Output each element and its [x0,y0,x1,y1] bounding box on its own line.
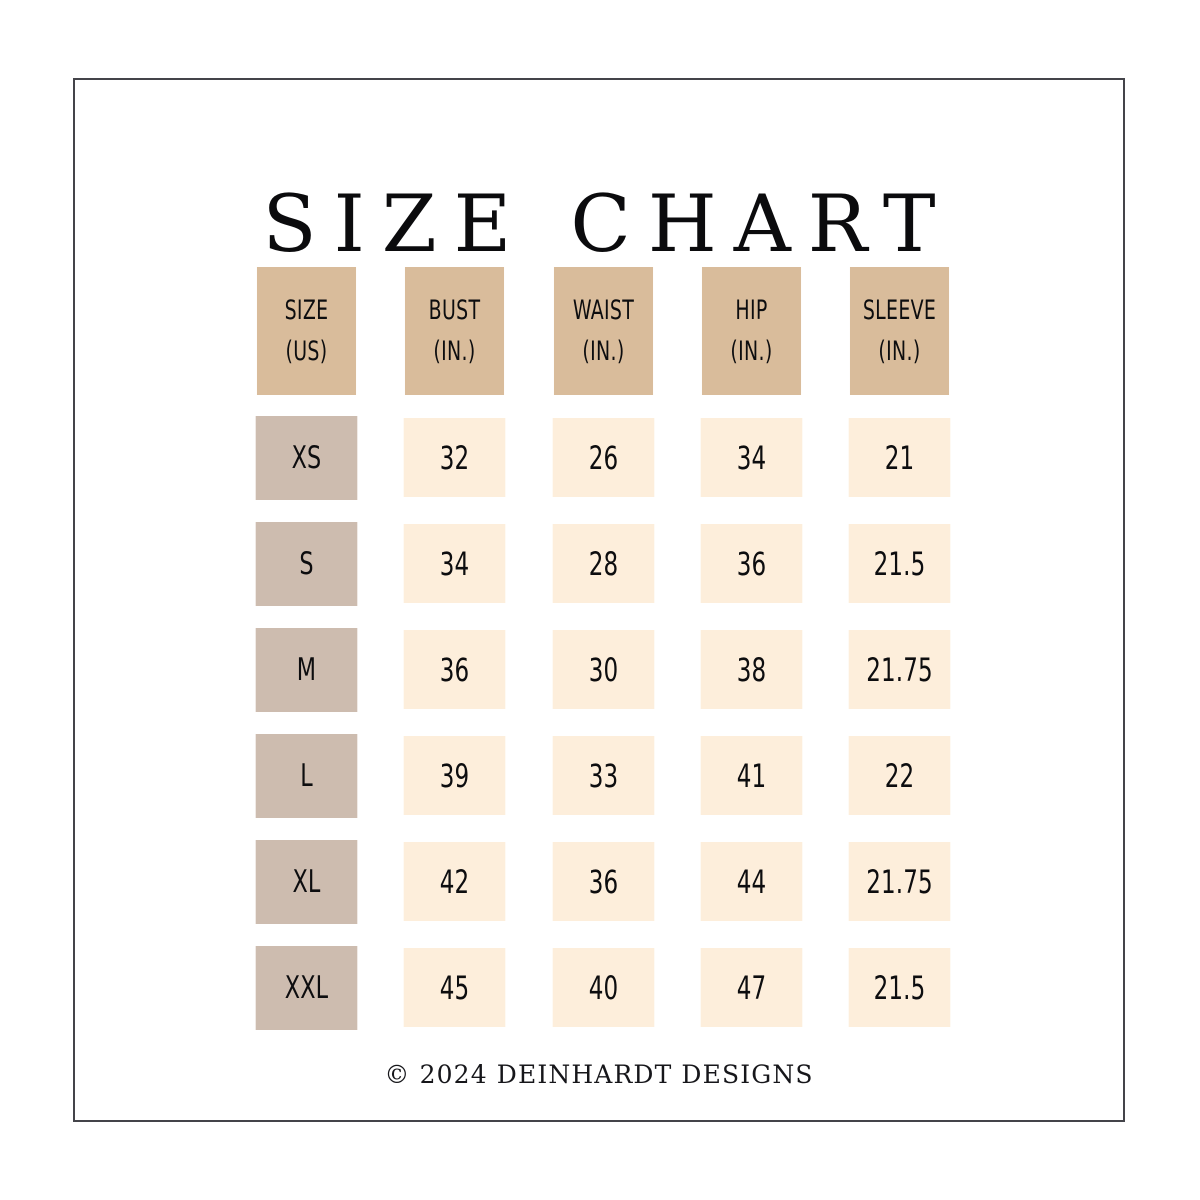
cell-bust: 42 [403,842,506,921]
cell-size: XS [255,416,358,500]
column-header-size-line2: (US) [285,336,328,367]
table-row: XXL 45 40 47 21.5 [243,946,963,1030]
cell-bust: 32 [403,418,506,497]
cell-hip: 47 [700,948,803,1027]
cell-hip: 38 [700,630,803,709]
column-header-size: SIZE (US) [256,267,357,395]
table-header-row: SIZE (US) BUST (IN.) WAIST (IN.) HIP (IN… [243,267,963,395]
size-chart-table: SIZE (US) BUST (IN.) WAIST (IN.) HIP (IN… [243,267,963,1030]
column-header-bust-line2: (IN.) [433,336,476,367]
column-header-waist-line1: WAIST [572,294,634,326]
cell-size: XL [255,840,358,924]
cell-hip: 36 [700,524,803,603]
table-row: L 39 33 41 22 [243,734,963,818]
cell-sleeve: 21 [848,418,951,497]
table-row: S 34 28 36 21.5 [243,522,963,606]
cell-hip: 44 [700,842,803,921]
cell-bust: 39 [403,736,506,815]
column-header-bust: BUST (IN.) [405,267,505,395]
table-row: XS 32 26 34 21 [243,416,963,500]
column-header-waist-line2: (IN.) [581,336,625,367]
cell-hip: 41 [700,736,803,815]
cell-size: M [255,628,358,712]
column-header-hip-line2: (IN.) [730,336,773,367]
cell-waist: 40 [552,948,654,1027]
cell-size: XXL [255,946,358,1030]
table-row: XL 42 36 44 21.75 [243,840,963,924]
cell-hip: 34 [700,418,803,497]
cell-sleeve: 21.5 [848,948,951,1027]
column-header-sleeve-line2: (IN.) [878,336,921,367]
cell-sleeve: 21.75 [848,842,951,921]
column-header-hip-line1: HIP [735,294,768,326]
cell-sleeve: 22 [848,736,951,815]
cell-waist: 33 [552,736,654,815]
column-header-waist: WAIST (IN.) [553,267,653,395]
column-header-bust-line1: BUST [428,294,481,326]
column-header-size-line1: SIZE [284,294,329,326]
poster-frame: SIZE CHART SIZE (US) BUST (IN.) WAIST (I… [73,78,1125,1122]
copyright-footer: © 2024 DEINHARDT DESIGNS [384,1060,814,1089]
cell-size: L [255,734,358,818]
cell-waist: 30 [552,630,654,709]
cell-bust: 34 [403,524,506,603]
page-title: SIZE CHART [262,177,953,270]
column-header-sleeve: SLEEVE (IN.) [849,267,950,395]
cell-bust: 36 [403,630,506,709]
cell-size: S [255,522,358,606]
cell-sleeve: 21.75 [848,630,951,709]
column-header-hip: HIP (IN.) [701,267,801,395]
cell-waist: 28 [552,524,654,603]
cell-waist: 26 [552,418,654,497]
column-header-sleeve-line1: SLEEVE [862,294,937,326]
table-row: M 36 30 38 21.75 [243,628,963,712]
cell-sleeve: 21.5 [848,524,951,603]
cell-waist: 36 [552,842,654,921]
cell-bust: 45 [403,948,506,1027]
